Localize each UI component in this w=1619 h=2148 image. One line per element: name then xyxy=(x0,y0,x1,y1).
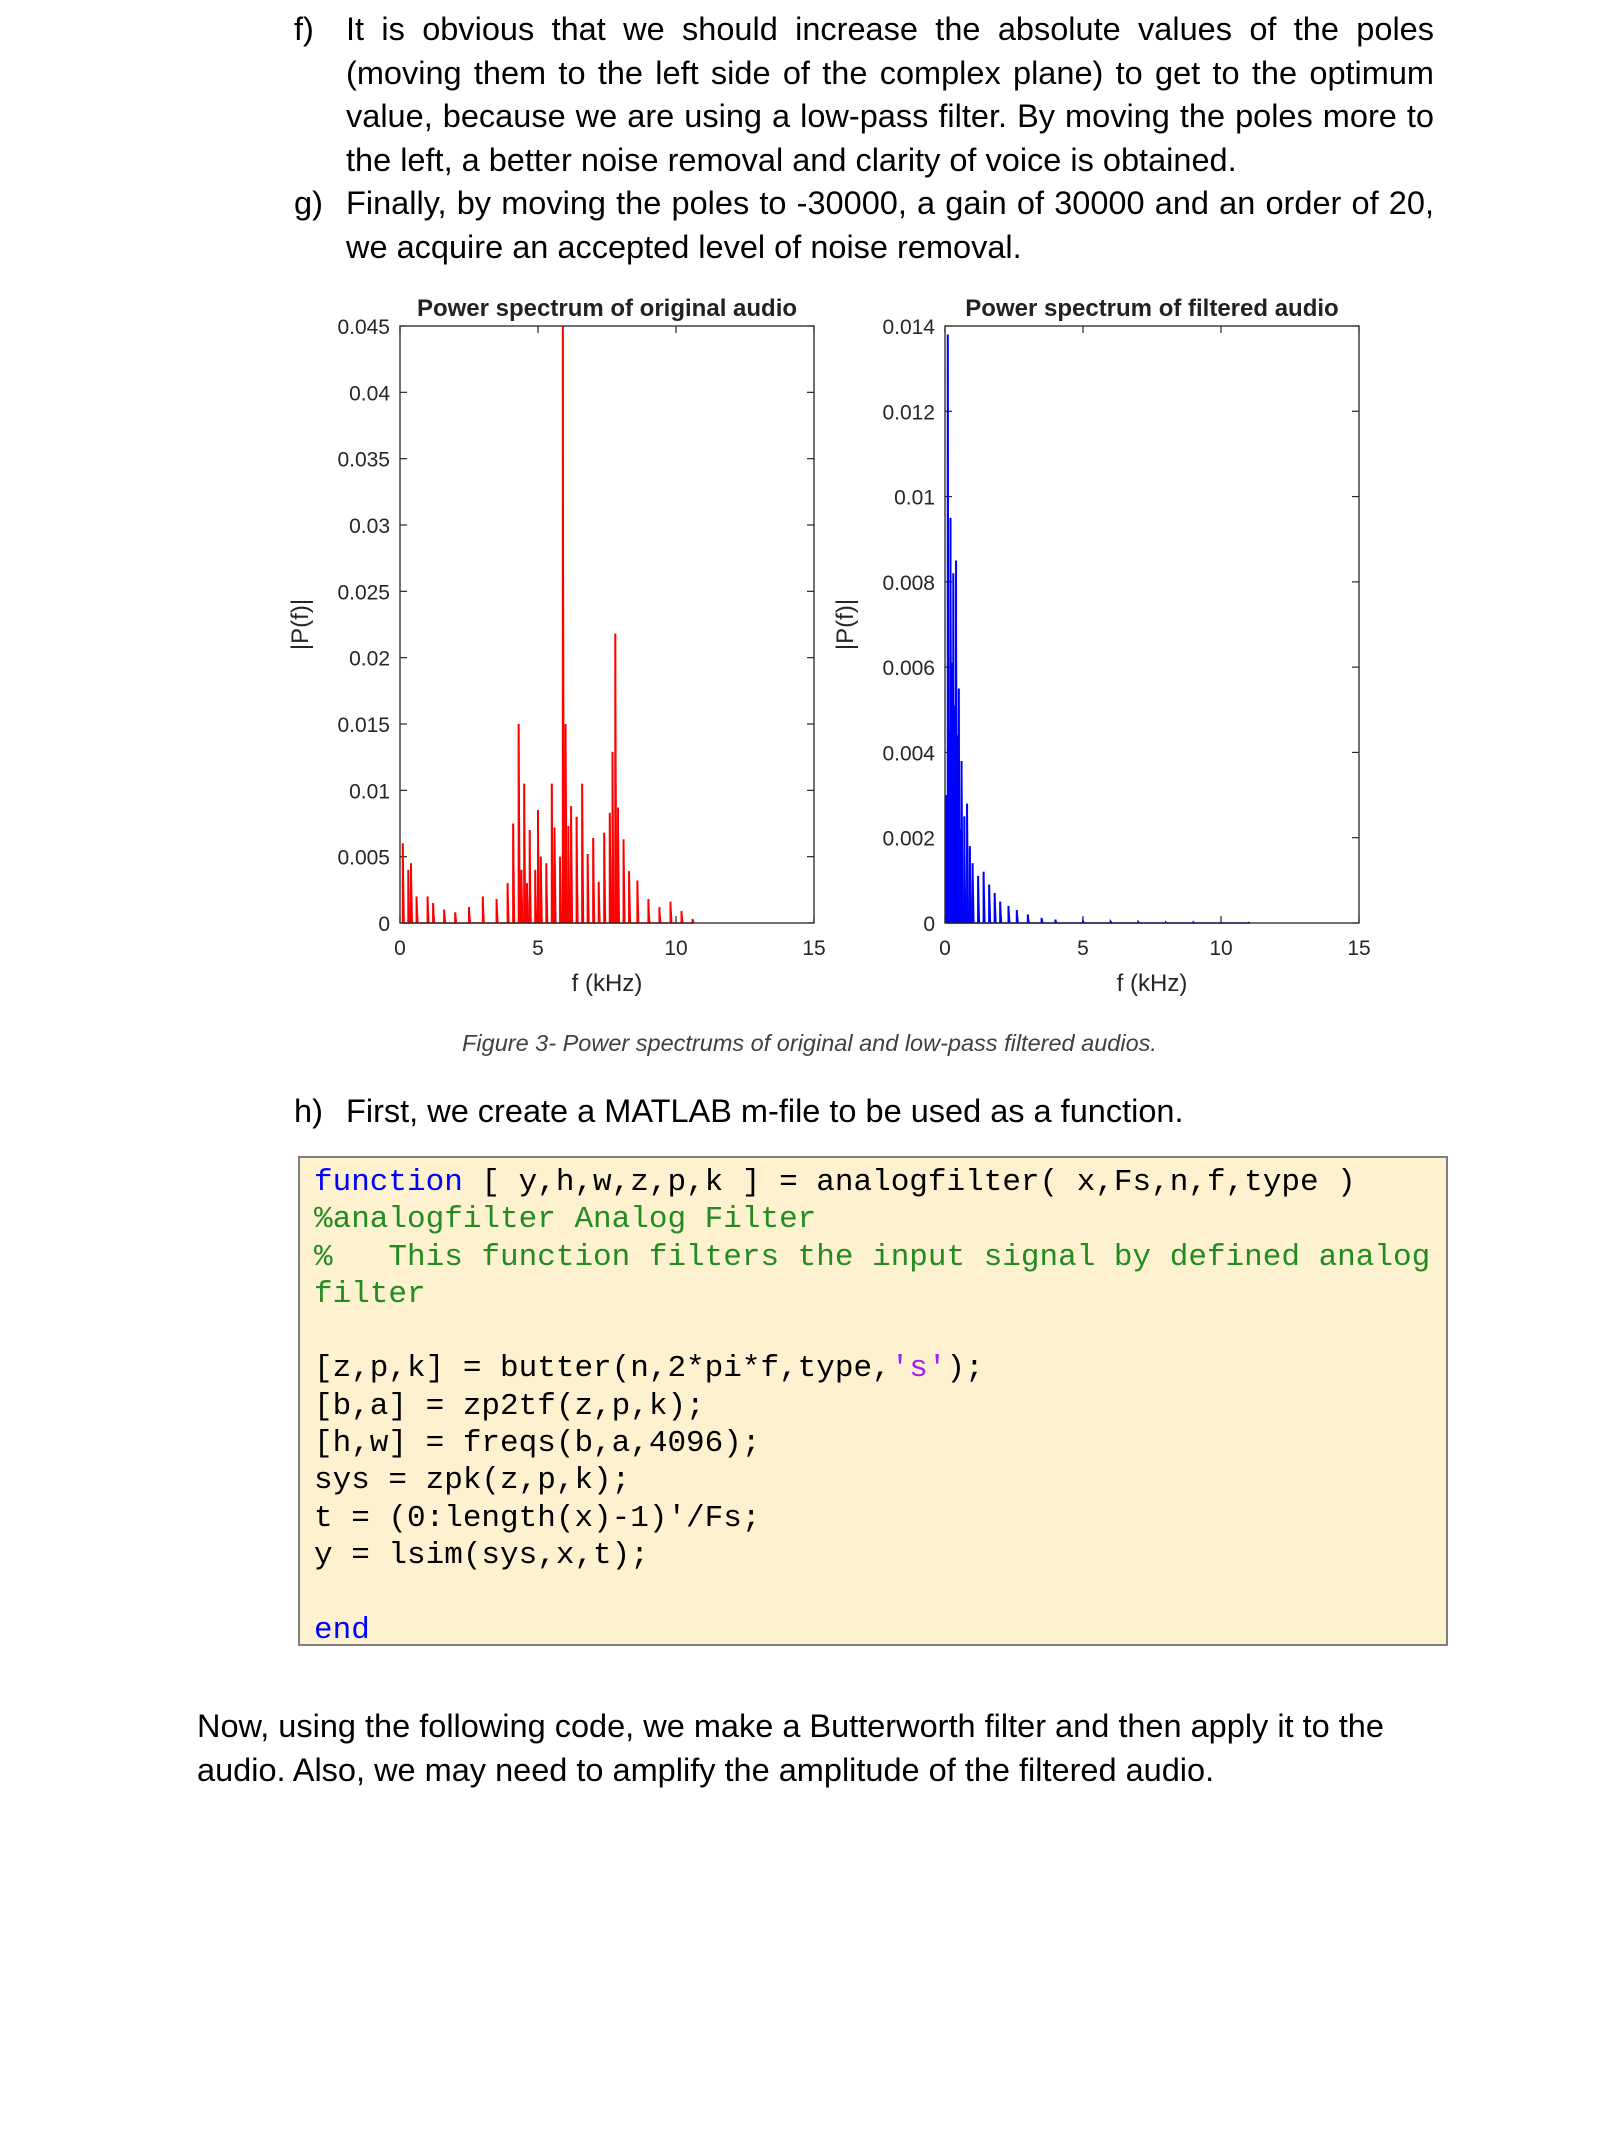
x-tick-label: 5 xyxy=(532,937,544,960)
code-block: function [ y,h,w,z,p,k ] = analogfilter(… xyxy=(298,1156,1448,1649)
y-tick-label: 0.03 xyxy=(349,515,390,538)
code-signature: [ y,h,w,z,p,k ] = analogfilter( x,Fs,n,f… xyxy=(462,1165,1356,1200)
code-line: [b,a] = zp2tf(z,p,k); xyxy=(314,1388,705,1424)
spectrum-line xyxy=(945,334,1251,924)
code-line: t = (0:length(x)-1)'/Fs; xyxy=(314,1500,761,1536)
list-item-h: h) First, we create a MATLAB m-file to b… xyxy=(294,1090,1434,1134)
x-tick-label: 10 xyxy=(1209,937,1232,960)
list-marker: h) xyxy=(294,1093,323,1129)
y-tick-label: 0.015 xyxy=(337,714,390,737)
code-line: [z,p,k] = butter(n,2*pi*f,type, xyxy=(314,1351,891,1387)
list-h: h) First, we create a MATLAB m-file to b… xyxy=(294,1090,1434,1134)
list-marker: f) xyxy=(294,11,314,47)
y-tick-label: 0.025 xyxy=(337,581,390,604)
code-line: ); xyxy=(946,1351,984,1387)
code-string: 's' xyxy=(890,1351,947,1387)
x-axis-label: f (kHz) xyxy=(572,970,643,997)
y-tick-label: 0.012 xyxy=(882,401,935,424)
y-tick-label: 0.002 xyxy=(882,828,935,851)
x-tick-label: 0 xyxy=(394,937,406,960)
code-comment: %analogfilter Analog Filter xyxy=(314,1202,817,1238)
chart-svg: Power spectrum of original audio 0 0.005 0.… xyxy=(287,295,826,997)
y-tick-label: 0.01 xyxy=(349,780,390,803)
y-tick-label: 0.014 xyxy=(882,316,935,339)
plot-frame xyxy=(399,325,815,924)
y-tick-label: 0.045 xyxy=(337,316,390,339)
x-tick-label: 0 xyxy=(939,937,951,960)
list-item-text: Finally, by moving the poles to -30000, … xyxy=(346,185,1434,265)
chart-title: Power spectrum of filtered audio xyxy=(965,295,1338,322)
chart-title: Power spectrum of original audio xyxy=(417,295,797,322)
chart-filtered-spectrum: Power spectrum of filtered audio 0 0.002 0.… xyxy=(832,290,1375,1015)
code-line: [h,w] = freqs(b,a,4096); xyxy=(314,1426,761,1462)
y-axis-label: |P(f)| xyxy=(835,599,859,650)
y-tick-label: 0.008 xyxy=(882,572,935,595)
chart-original-spectrum: Power spectrum of original audio 0 0.005 0.… xyxy=(287,290,830,1015)
list-item-text: First, we create a MATLAB m-file to be u… xyxy=(346,1093,1184,1129)
figure-caption: Figure 3- Power spectrums of original an… xyxy=(462,1030,1157,1056)
list-marker: g) xyxy=(294,185,323,221)
body-paragraph: Now, using the following code, we make a… xyxy=(197,1708,1384,1788)
code-line: sys = zpk(z,p,k); xyxy=(314,1463,631,1499)
spectrum-line xyxy=(402,325,695,924)
y-axis-label: |P(f)| xyxy=(290,599,314,650)
y-tick-label: 0 xyxy=(923,913,935,936)
code-keyword-end: end xyxy=(314,1612,370,1648)
x-tick-label: 15 xyxy=(1347,937,1370,960)
x-tick-label: 15 xyxy=(802,937,825,960)
y-tick-label: 0.004 xyxy=(882,742,935,765)
y-tick-label: 0.04 xyxy=(349,382,390,405)
code-line: y = lsim(sys,x,t); xyxy=(314,1537,649,1573)
plot-frame xyxy=(944,325,1360,924)
y-tick-label: 0.01 xyxy=(894,487,935,510)
x-tick-label: 10 xyxy=(664,937,687,960)
code-listing: function [ y,h,w,z,p,k ] = analogfilter(… xyxy=(314,1164,1432,1649)
list-item-g: g) Finally, by moving the poles to -3000… xyxy=(294,182,1434,269)
list-item-f: f) It is obvious that we should increase… xyxy=(294,8,1434,182)
x-axis-label: f (kHz) xyxy=(1117,970,1188,997)
code-keyword-function: function xyxy=(314,1165,463,1200)
y-tick-label: 0.035 xyxy=(337,449,390,472)
y-tick-label: 0.005 xyxy=(337,847,390,870)
chart-svg: Power spectrum of filtered audio 0 0.002 0.… xyxy=(832,295,1371,997)
y-tick-label: 0 xyxy=(378,913,390,936)
list-item-text: It is obvious that we should increase th… xyxy=(346,11,1434,178)
list-f-g: f) It is obvious that we should increase… xyxy=(294,8,1434,269)
x-tick-label: 5 xyxy=(1077,937,1089,960)
y-tick-label: 0.006 xyxy=(882,657,935,680)
code-comment: % This function filters the input signal… xyxy=(314,1239,1449,1312)
y-tick-label: 0.02 xyxy=(349,648,390,671)
